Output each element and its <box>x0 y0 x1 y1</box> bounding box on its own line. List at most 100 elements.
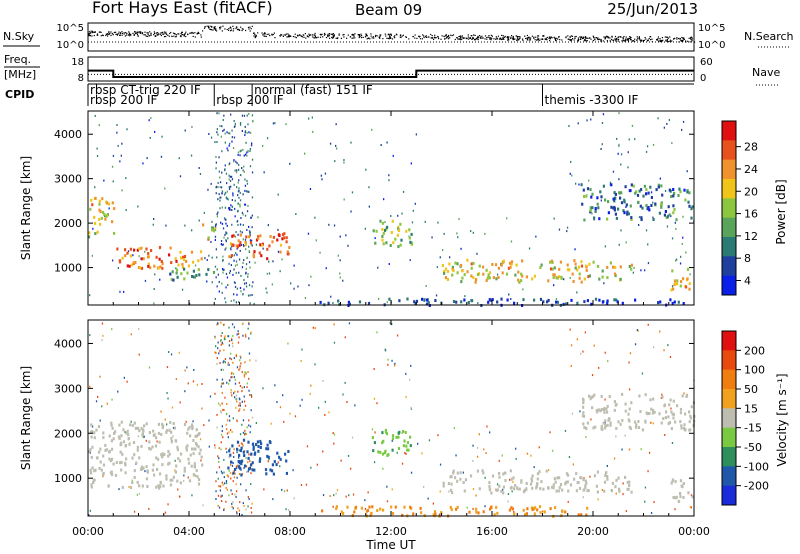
heat-cell <box>174 470 177 474</box>
heat-cell <box>679 420 682 424</box>
heat-cell <box>192 473 196 477</box>
heat-cell <box>219 125 221 127</box>
heat-cell <box>147 252 150 255</box>
heat-cell <box>600 424 603 428</box>
nsky-point <box>585 40 587 42</box>
heat-cell <box>472 276 475 280</box>
nsky-point <box>235 27 237 29</box>
heat-cell <box>531 486 534 490</box>
heat-cell <box>538 505 542 509</box>
nsky-point <box>89 35 91 37</box>
heat-cell <box>245 508 247 511</box>
heat-cell <box>227 132 230 135</box>
heat-cell <box>690 405 693 409</box>
heat-cell <box>249 239 252 242</box>
heat-cell <box>266 257 269 261</box>
heat-cell <box>268 440 271 444</box>
heat-cell <box>387 363 389 366</box>
heat-cell <box>432 502 434 505</box>
heat-cell <box>433 510 437 514</box>
heat-cell <box>626 480 629 484</box>
heat-cell <box>188 302 191 305</box>
heat-cell <box>257 236 260 240</box>
heat-cell <box>287 450 290 453</box>
heat-cell <box>222 368 224 371</box>
nsky-point <box>479 36 482 38</box>
heat-cell <box>187 427 190 431</box>
nsky-point <box>297 34 299 36</box>
heat-cell <box>141 428 145 432</box>
heat-cell <box>518 487 521 491</box>
nsky-point <box>534 39 536 41</box>
heat-cell <box>645 192 648 196</box>
heat-cell <box>570 364 572 367</box>
nsky-point <box>357 34 359 36</box>
nsky-point <box>320 34 322 36</box>
freq-frame <box>87 56 695 82</box>
heat-cell <box>243 282 246 285</box>
nsky-point <box>593 37 595 39</box>
heat-cell <box>688 420 691 424</box>
colorbar-frame <box>721 120 737 296</box>
heat-cell <box>373 461 376 464</box>
heat-cell <box>564 510 567 514</box>
y-tick-label: 4000 <box>54 337 82 350</box>
nsky-point <box>501 34 503 36</box>
heat-cell <box>239 355 241 358</box>
heat-cell <box>187 461 191 465</box>
heat-cell <box>216 471 218 474</box>
heat-cell <box>187 264 190 268</box>
heat-cell <box>568 125 570 127</box>
heat-cell <box>586 299 589 303</box>
nsky-point <box>624 40 626 42</box>
nsky-point <box>210 28 212 31</box>
nsky-point <box>476 38 478 40</box>
nsky-point <box>127 34 129 36</box>
nsky-point <box>212 29 214 31</box>
y-tick-label: 1000 <box>54 262 82 275</box>
heat-cell <box>510 477 513 481</box>
heat-cell <box>391 488 393 491</box>
heat-cell <box>582 405 585 409</box>
heat-cell <box>689 416 693 420</box>
heat-cell <box>388 174 390 177</box>
heat-cell <box>501 454 503 457</box>
nsky-point <box>250 28 252 30</box>
heat-cell <box>278 233 281 237</box>
nsky-point <box>584 36 586 38</box>
nsky-point <box>164 31 166 33</box>
nsky-point <box>91 32 93 34</box>
heat-cell <box>586 489 589 493</box>
heat-cell <box>279 270 281 273</box>
heat-cell <box>211 228 214 232</box>
heat-cell <box>233 392 235 395</box>
heat-cell <box>427 497 429 500</box>
heat-cell <box>624 475 627 479</box>
colorbar-swatch <box>722 466 736 486</box>
heat-cell <box>609 421 612 425</box>
heat-cell <box>241 473 244 476</box>
velocity-heatmap <box>88 321 696 518</box>
heat-cell <box>604 421 606 424</box>
heat-cell <box>340 510 343 514</box>
heat-cell <box>470 262 473 266</box>
heat-cell <box>239 199 242 202</box>
heat-cell <box>223 268 225 271</box>
nsky-point <box>119 33 121 35</box>
heat-cell <box>652 143 655 146</box>
heat-cell <box>513 301 516 305</box>
heat-cell <box>180 256 183 260</box>
heat-cell <box>468 510 471 514</box>
heat-cell <box>218 457 220 460</box>
heat-cell <box>583 477 585 480</box>
nsky-point <box>314 34 316 36</box>
heat-cell <box>278 455 281 459</box>
nsky-point <box>588 37 590 39</box>
heat-cell <box>231 430 233 433</box>
heat-cell <box>170 261 173 265</box>
y-tick-label: 3000 <box>54 173 82 186</box>
heat-cell <box>193 465 196 469</box>
heat-cell <box>143 435 145 438</box>
heat-cell <box>463 298 466 302</box>
